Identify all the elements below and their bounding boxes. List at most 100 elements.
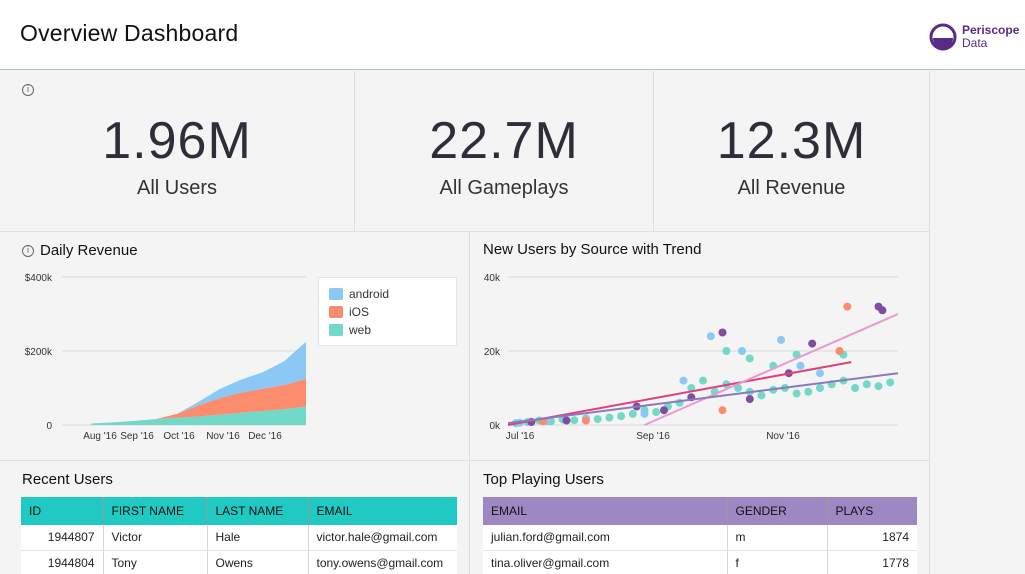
scatter-point	[843, 302, 852, 311]
table-row[interactable]: 1944804 Tony Owens tony.owens@gmail.com	[21, 550, 457, 574]
y-tick-label: 0	[46, 421, 52, 432]
y-tick-label: $200k	[25, 347, 53, 358]
cell-last-name: Owens	[207, 550, 309, 574]
right-divider	[929, 71, 930, 574]
scatter-point	[562, 416, 571, 425]
x-tick-label: Sep '16	[636, 431, 670, 442]
scatter-point	[722, 347, 731, 355]
row-divider	[0, 231, 929, 232]
table-row[interactable]: tina.oliver@gmail.com f 1778	[483, 550, 917, 574]
trend-line	[507, 361, 852, 426]
scatter-point	[706, 332, 715, 341]
scatter-point	[835, 347, 844, 355]
daily-revenue-title: Daily Revenue	[40, 242, 138, 259]
column-header-last-name[interactable]: LAST NAME	[207, 497, 309, 525]
kpi-divider	[653, 71, 654, 231]
x-tick-label: Jul '16	[506, 431, 535, 442]
kpi-all-users[interactable]: 1.96M All Users	[0, 71, 354, 231]
trend-line	[507, 372, 899, 425]
page-title: Overview Dashboard	[20, 20, 239, 46]
scatter-point	[699, 376, 707, 385]
info-icon[interactable]: i	[22, 245, 34, 257]
daily-revenue-chart[interactable]: 0 $200k $400k Aug '16 Sep '16 Oct '16 Nov '16 D…	[0, 262, 469, 452]
scatter-point	[886, 378, 895, 387]
scatter-point	[617, 412, 626, 421]
scatter-point	[796, 361, 805, 370]
scatter-point	[808, 339, 817, 348]
recent-users-table: ID FIRST NAME LAST NAME EMAIL 1944807 Vi…	[21, 497, 457, 574]
trend-line	[644, 313, 899, 426]
cell-first-name: Tony	[103, 550, 208, 574]
scatter-point	[777, 335, 785, 344]
kpi-label: All Users	[136, 177, 217, 199]
legend-swatch	[329, 324, 343, 336]
cell-plays: 1874	[827, 525, 917, 551]
scatter-point	[640, 409, 649, 418]
kpi-value: 1.96M	[102, 112, 252, 170]
cell-gender: m	[727, 525, 828, 551]
x-tick-label: Sep '16	[120, 431, 154, 442]
top-playing-table: EMAIL GENDER PLAYS julian.ford@gmail.com…	[483, 497, 917, 574]
y-tick-label: 20k	[484, 347, 501, 358]
new-users-chart[interactable]: 0k 20k 40k Jul '16 Sep '16 Nov '16	[470, 262, 929, 452]
recent-users-title: Recent Users	[22, 471, 113, 488]
logo-text-line1: Periscope	[962, 23, 1020, 37]
scatter-point	[874, 382, 883, 391]
y-tick-label: 0k	[489, 421, 501, 432]
scatter-point	[652, 408, 661, 417]
column-header-email[interactable]: EMAIL	[308, 497, 457, 525]
periscope-logo[interactable]: Periscope Data	[928, 22, 1025, 52]
scatter-point	[570, 416, 579, 425]
periscope-logo-icon	[929, 23, 957, 51]
new-users-title: New Users by Source with Trend	[483, 241, 702, 258]
scatter-point	[745, 354, 754, 363]
row-divider	[0, 460, 929, 461]
table-row[interactable]: 1944807 Victor Hale victor.hale@gmail.co…	[21, 525, 457, 551]
kpi-all-revenue[interactable]: 12.3M All Revenue	[654, 71, 929, 231]
column-header-plays[interactable]: PLAYS	[827, 497, 917, 525]
x-tick-label: Nov '16	[766, 431, 800, 442]
scatter-point	[718, 328, 727, 337]
scatter-point	[745, 395, 754, 404]
kpi-divider	[354, 71, 355, 231]
scatter-point	[582, 416, 590, 425]
column-header-email[interactable]: EMAIL	[483, 497, 728, 525]
x-tick-label: Aug '16	[83, 431, 117, 442]
scatter-point	[804, 387, 813, 396]
column-header-gender[interactable]: GENDER	[727, 497, 828, 525]
scatter-point	[718, 406, 727, 415]
top-playing-title: Top Playing Users	[483, 471, 604, 488]
column-header-first-name[interactable]: FIRST NAME	[103, 497, 208, 525]
kpi-all-gameplays[interactable]: 22.7M All Gameplays	[355, 71, 653, 231]
cell-gender: f	[727, 550, 828, 574]
chart-divider	[469, 231, 470, 574]
cell-email: tony.owens@gmail.com	[308, 550, 457, 574]
table-row[interactable]: julian.ford@gmail.com m 1874	[483, 525, 917, 551]
cell-email: tina.oliver@gmail.com	[483, 550, 728, 574]
cell-email: julian.ford@gmail.com	[483, 525, 728, 551]
kpi-value: 12.3M	[716, 112, 867, 170]
cell-plays: 1778	[827, 550, 917, 574]
scatter-point	[792, 389, 801, 398]
area-series-ios	[91, 378, 306, 424]
daily-revenue-legend: android iOS web	[318, 277, 457, 346]
scatter-point	[878, 306, 887, 315]
info-icon[interactable]: i	[22, 84, 34, 96]
scatter-point	[660, 406, 668, 415]
legend-swatch	[329, 306, 343, 318]
y-tick-label: $400k	[25, 273, 53, 284]
table-header-row: ID FIRST NAME LAST NAME EMAIL	[21, 497, 457, 525]
kpi-label: All Revenue	[737, 177, 846, 199]
scatter-point	[605, 413, 614, 422]
legend-label: iOS	[349, 305, 370, 319]
logo-text-line2: Data	[962, 36, 988, 50]
column-header-id[interactable]: ID	[21, 497, 104, 525]
scatter-point	[679, 376, 688, 385]
top-bar: Overview Dashboard Periscope Data	[0, 0, 1025, 70]
legend-swatch	[329, 288, 343, 300]
table-header-row: EMAIL GENDER PLAYS	[483, 497, 917, 525]
scatter-point	[628, 409, 637, 418]
kpi-label: All Gameplays	[439, 177, 569, 199]
scatter-point	[851, 384, 860, 392]
scatter-point	[862, 380, 871, 389]
